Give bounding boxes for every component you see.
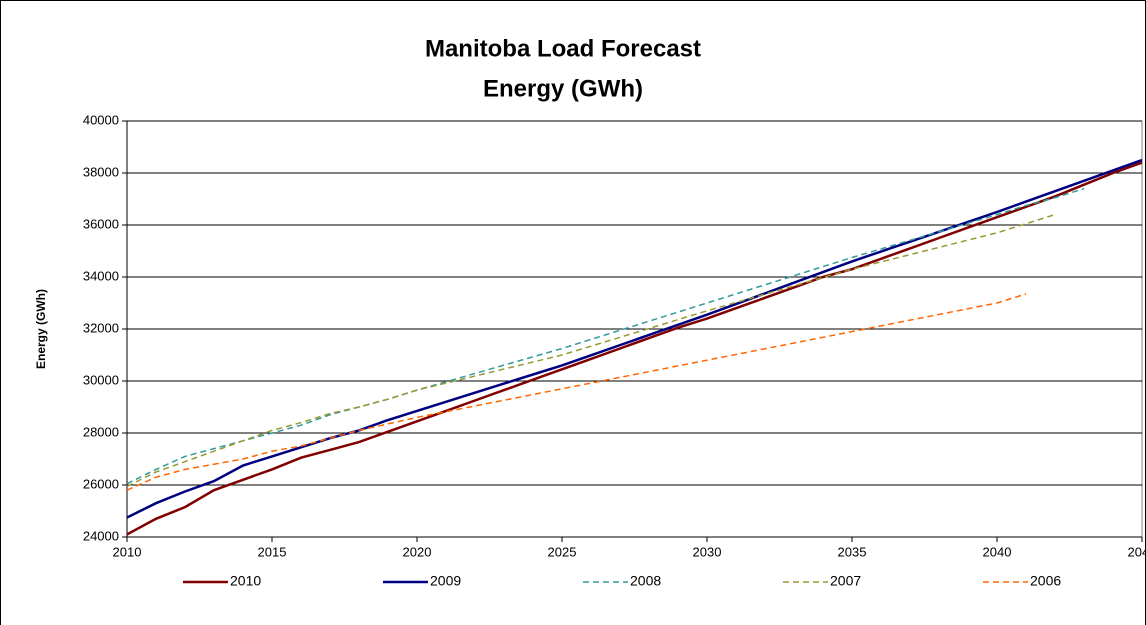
series-line xyxy=(126,187,1085,485)
y-tick-label: 36000 xyxy=(83,216,119,231)
legend-label: 2008 xyxy=(630,573,661,589)
series-line xyxy=(126,158,1143,519)
x-tick-label: 2035 xyxy=(838,544,867,559)
y-axis-label: Energy (GWh) xyxy=(34,289,48,369)
legend-label: 2010 xyxy=(230,573,261,589)
y-tick-label: 40000 xyxy=(83,112,119,127)
legend-label: 2006 xyxy=(1030,573,1061,589)
x-tick-label: 2045 xyxy=(1128,544,1146,559)
y-tick-label: 32000 xyxy=(83,320,119,335)
y-tick-label: 28000 xyxy=(83,424,119,439)
x-tick-label: 2010 xyxy=(113,544,142,559)
chart-title: Manitoba Load Forecast xyxy=(425,35,701,62)
chart-title: Energy (GWh) xyxy=(483,75,643,102)
x-tick-label: 2015 xyxy=(258,544,287,559)
y-tick-label: 30000 xyxy=(83,372,119,387)
x-tick-label: 2030 xyxy=(693,544,722,559)
x-tick-label: 2020 xyxy=(403,544,432,559)
x-tick-label: 2040 xyxy=(983,544,1012,559)
legend-label: 2009 xyxy=(430,573,461,589)
series-line xyxy=(126,213,1056,487)
y-tick-label: 38000 xyxy=(83,164,119,179)
y-tick-label: 34000 xyxy=(83,268,119,283)
series-line xyxy=(126,293,1027,491)
y-tick-label: 24000 xyxy=(83,528,119,543)
y-tick-label: 26000 xyxy=(83,476,119,491)
series-line xyxy=(126,161,1143,536)
legend-label: 2007 xyxy=(830,573,861,589)
x-tick-label: 2025 xyxy=(548,544,577,559)
